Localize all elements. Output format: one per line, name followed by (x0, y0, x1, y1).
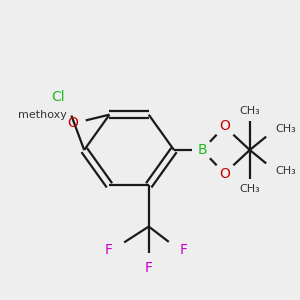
Text: O: O (219, 167, 230, 181)
Text: CH₃: CH₃ (275, 166, 296, 176)
Text: B: B (197, 143, 207, 157)
Text: O: O (68, 116, 78, 130)
Text: CH₃: CH₃ (275, 124, 296, 134)
Text: F: F (180, 243, 188, 257)
Text: O: O (219, 119, 230, 134)
Text: CH₃: CH₃ (239, 106, 260, 116)
Text: F: F (145, 261, 153, 275)
Text: methoxy: methoxy (18, 110, 67, 120)
Text: CH₃: CH₃ (239, 184, 260, 194)
Text: Cl: Cl (51, 90, 64, 104)
Text: F: F (104, 243, 112, 257)
